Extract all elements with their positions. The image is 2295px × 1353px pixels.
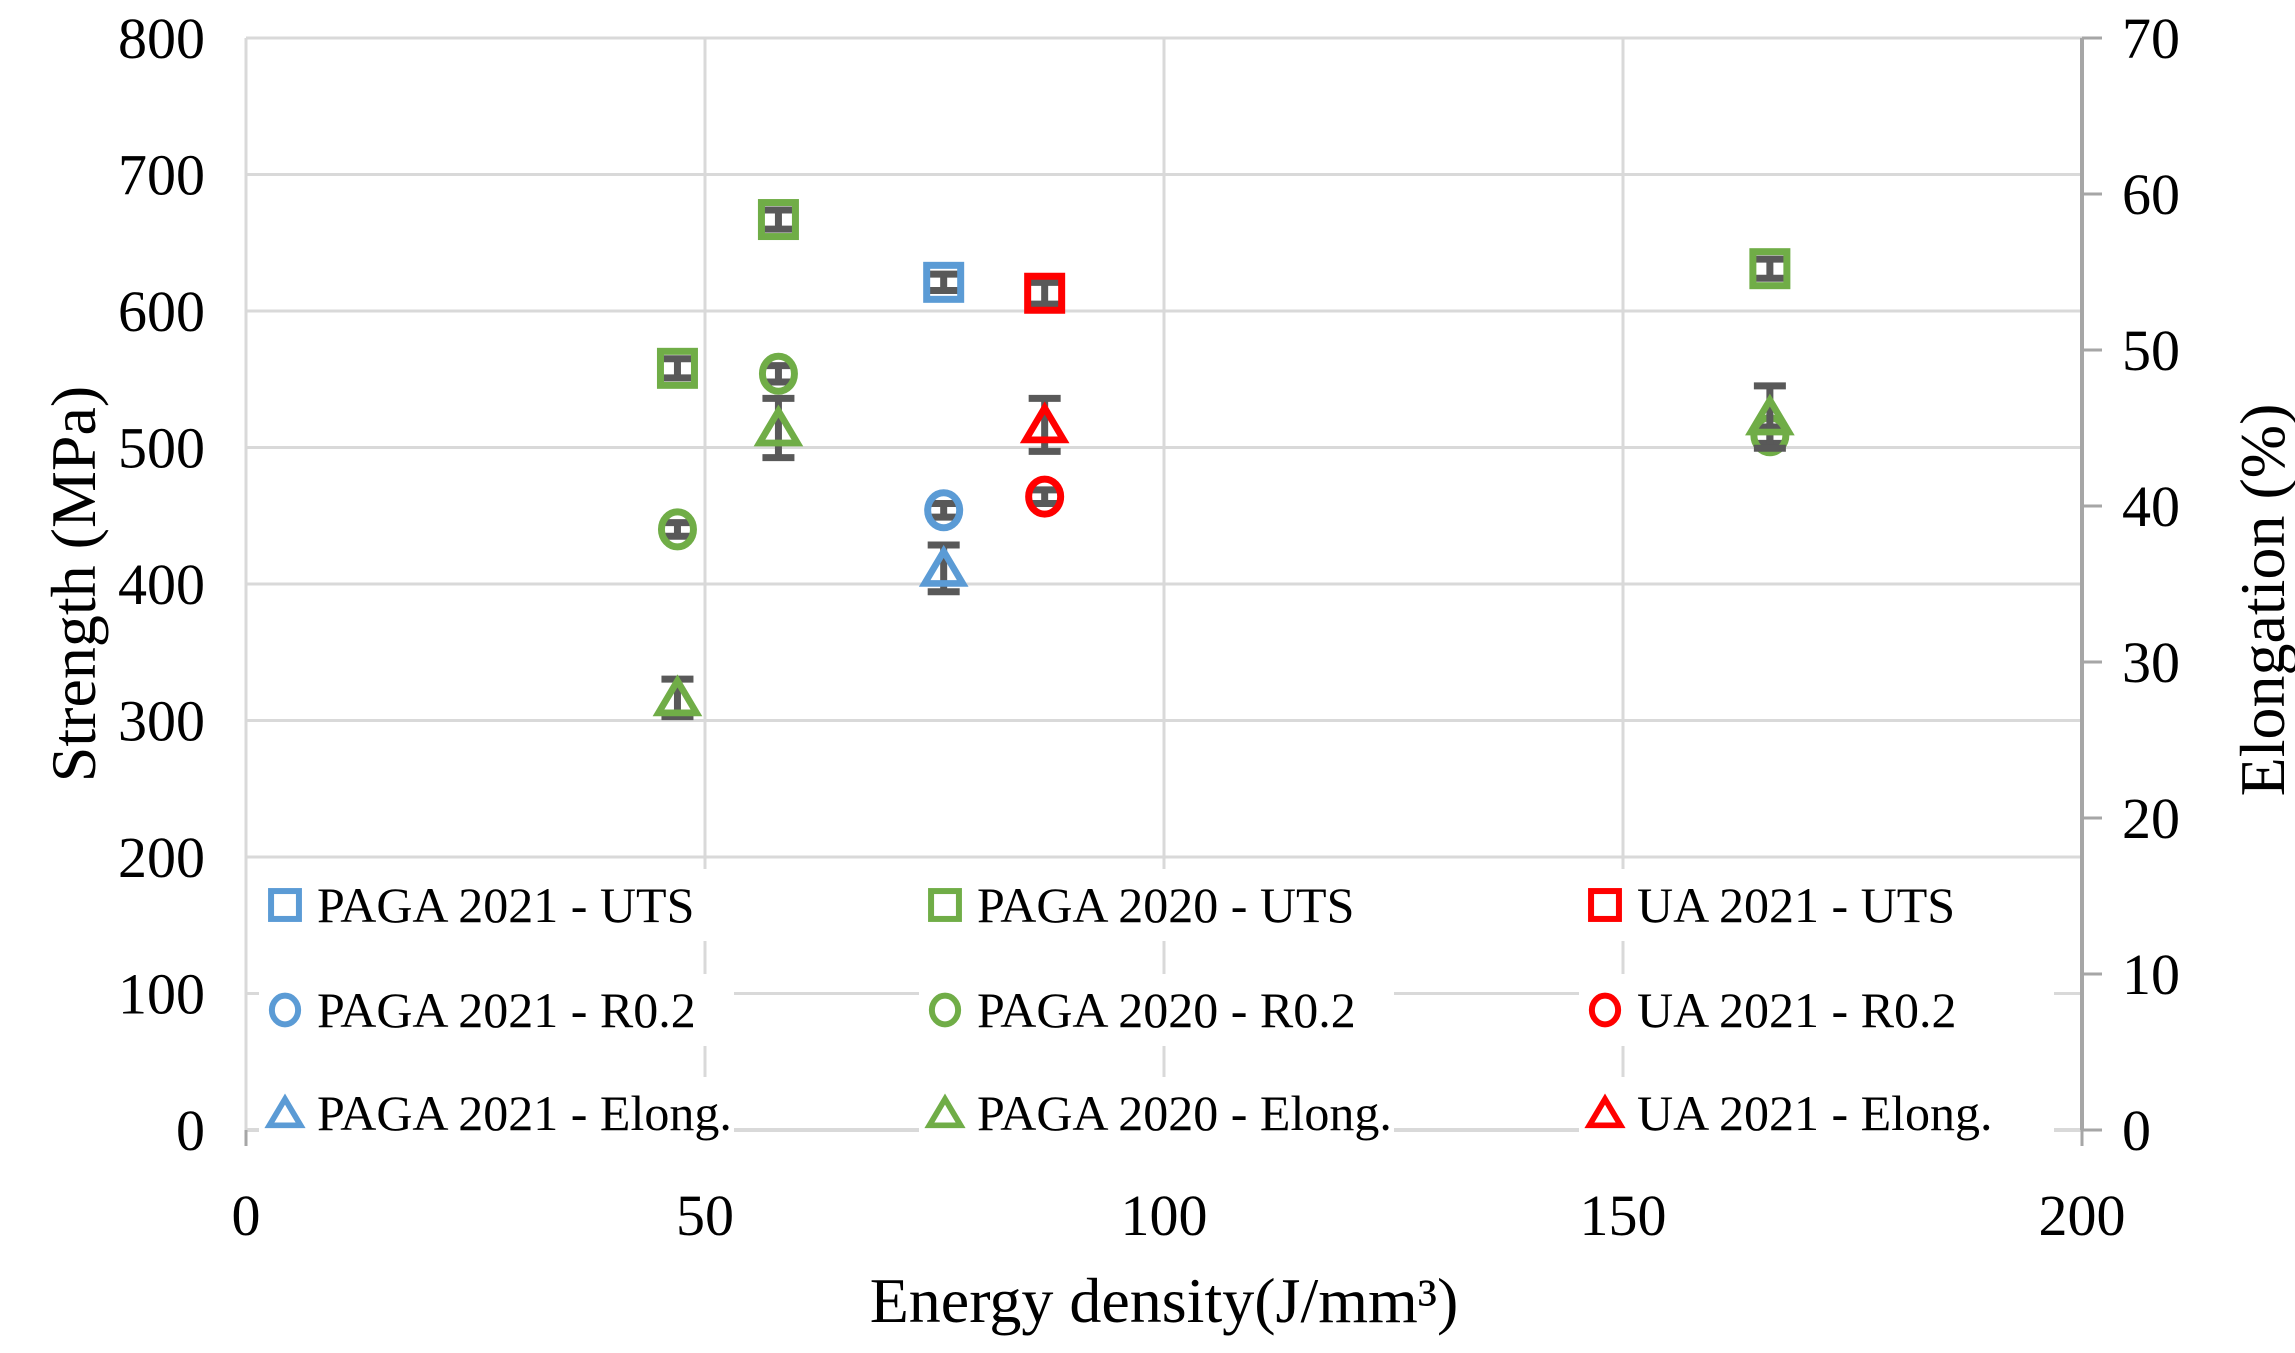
x-tick-label: 150 — [1580, 1183, 1667, 1248]
marker-triangle — [652, 674, 703, 717]
legend-item-label: PAGA 2021 - UTS — [317, 877, 694, 933]
y-left-tick-label: 300 — [118, 689, 205, 754]
marker-circle — [1025, 475, 1065, 518]
legend-item-background — [259, 869, 734, 941]
legend-item: PAGA 2020 - R0.2 — [919, 974, 1394, 1046]
legend-item: PAGA 2020 - UTS — [919, 869, 1394, 941]
marker-square — [1588, 888, 1622, 922]
legend-item: UA 2021 - UTS — [1579, 869, 2054, 941]
marker-square — [928, 888, 962, 922]
marker-square — [1749, 248, 1791, 290]
legend-item-label: PAGA 2021 - Elong. — [317, 1085, 732, 1141]
y-right-tick-label: 50 — [2122, 318, 2180, 383]
legend-item-background — [919, 1077, 1394, 1149]
y-left-tick-label: 600 — [118, 279, 205, 344]
x-tick-label: 0 — [232, 1183, 261, 1248]
marker-square — [268, 888, 302, 922]
y-right-tick-label: 70 — [2122, 6, 2180, 71]
data-point — [1024, 272, 1066, 314]
marker-triangle — [924, 1093, 966, 1129]
y-left-tick-label: 200 — [118, 825, 205, 890]
marker-circle — [928, 992, 962, 1028]
data-point — [758, 352, 798, 395]
legend-item-label: UA 2021 - UTS — [1637, 877, 1955, 933]
y-left-tick-label: 400 — [118, 552, 205, 617]
legend-item: UA 2021 - Elong. — [1579, 1077, 2054, 1149]
legend: PAGA 2021 - UTS PAGA 2020 - UTS UA 2021 - … — [259, 869, 2054, 1149]
legend-item-background — [259, 1077, 734, 1149]
data-point — [657, 508, 697, 551]
data-point — [1025, 475, 1065, 518]
data-point — [757, 199, 799, 241]
data-point — [1745, 382, 1795, 452]
legend-item-background — [919, 869, 1394, 941]
legend-item: PAGA 2020 - Elong. — [919, 1077, 1394, 1149]
legend-item-background — [919, 974, 1394, 1046]
gridlines-layer — [244, 36, 2084, 1132]
x-axis-title: Energy density(J/mm³) — [870, 1265, 1459, 1336]
data-point — [918, 541, 969, 596]
marker-triangle — [753, 404, 804, 447]
marker-square — [757, 199, 799, 241]
y-left-tick-label: 800 — [118, 6, 205, 71]
marker-square — [923, 261, 965, 303]
marker-triangle — [1584, 1093, 1626, 1129]
data-point — [924, 489, 964, 532]
marker-triangle — [1019, 401, 1070, 444]
data-point — [656, 347, 698, 389]
legend-item-label: PAGA 2021 - R0.2 — [317, 982, 696, 1038]
legend-item-label: PAGA 2020 - R0.2 — [977, 982, 1356, 1038]
y-right-tick-label: 60 — [2122, 162, 2180, 227]
legend-item: UA 2021 - R0.2 — [1579, 974, 2054, 1046]
data-point — [652, 674, 703, 721]
y-right-tick-label: 10 — [2122, 942, 2180, 1007]
data-point — [753, 394, 804, 462]
marker-square — [1024, 272, 1066, 314]
legend-item-background — [259, 974, 734, 1046]
y-left-tick-label: 700 — [118, 143, 205, 208]
marker-circle — [924, 489, 964, 532]
legend-item: PAGA 2021 - Elong. — [259, 1077, 734, 1149]
y-left-tick-label: 0 — [176, 1098, 205, 1163]
legend-item: PAGA 2021 - UTS — [259, 869, 734, 941]
data-series-layer — [652, 199, 1795, 721]
y-left-tick-label: 100 — [118, 962, 205, 1027]
y-right-tick-label: 20 — [2122, 786, 2180, 851]
legend-item-label: UA 2021 - R0.2 — [1637, 982, 1956, 1038]
y-right-tick-label: 30 — [2122, 630, 2180, 695]
marker-circle — [1588, 992, 1622, 1028]
marker-circle — [657, 508, 697, 551]
legend-item-background — [1579, 974, 2054, 1046]
marker-triangle — [264, 1093, 306, 1129]
marker-triangle — [1745, 393, 1795, 436]
marker-square — [656, 347, 698, 389]
legend-item-background — [1579, 869, 2054, 941]
legend-item-label: PAGA 2020 - UTS — [977, 877, 1354, 933]
marker-triangle — [918, 544, 969, 587]
legend-item-background — [1579, 1077, 2054, 1149]
y-axis-title-left: Strength (MPa) — [38, 386, 109, 782]
y-right-tick-label: 0 — [2122, 1098, 2151, 1163]
marker-circle — [758, 352, 798, 395]
y-right-tick-label: 40 — [2122, 474, 2180, 539]
x-tick-label: 100 — [1121, 1183, 1208, 1248]
y-left-tick-label: 500 — [118, 416, 205, 481]
data-point — [1749, 248, 1791, 290]
data-point — [1019, 394, 1070, 455]
x-tick-label: 50 — [676, 1183, 734, 1248]
tick-labels-layer: 0 50 100 150 200 0 100 200 300 400 500 600 700 800 0 10… — [118, 6, 2180, 1248]
legend-item-label: PAGA 2020 - Elong. — [977, 1085, 1392, 1141]
legend-item: PAGA 2021 - R0.2 — [259, 974, 734, 1046]
marker-circle — [268, 992, 302, 1028]
legend-item-label: UA 2021 - Elong. — [1637, 1085, 1993, 1141]
data-point — [923, 261, 965, 303]
y-axis-title-right: Elongation (%) — [2227, 404, 2295, 797]
x-tick-label: 200 — [2039, 1183, 2126, 1248]
